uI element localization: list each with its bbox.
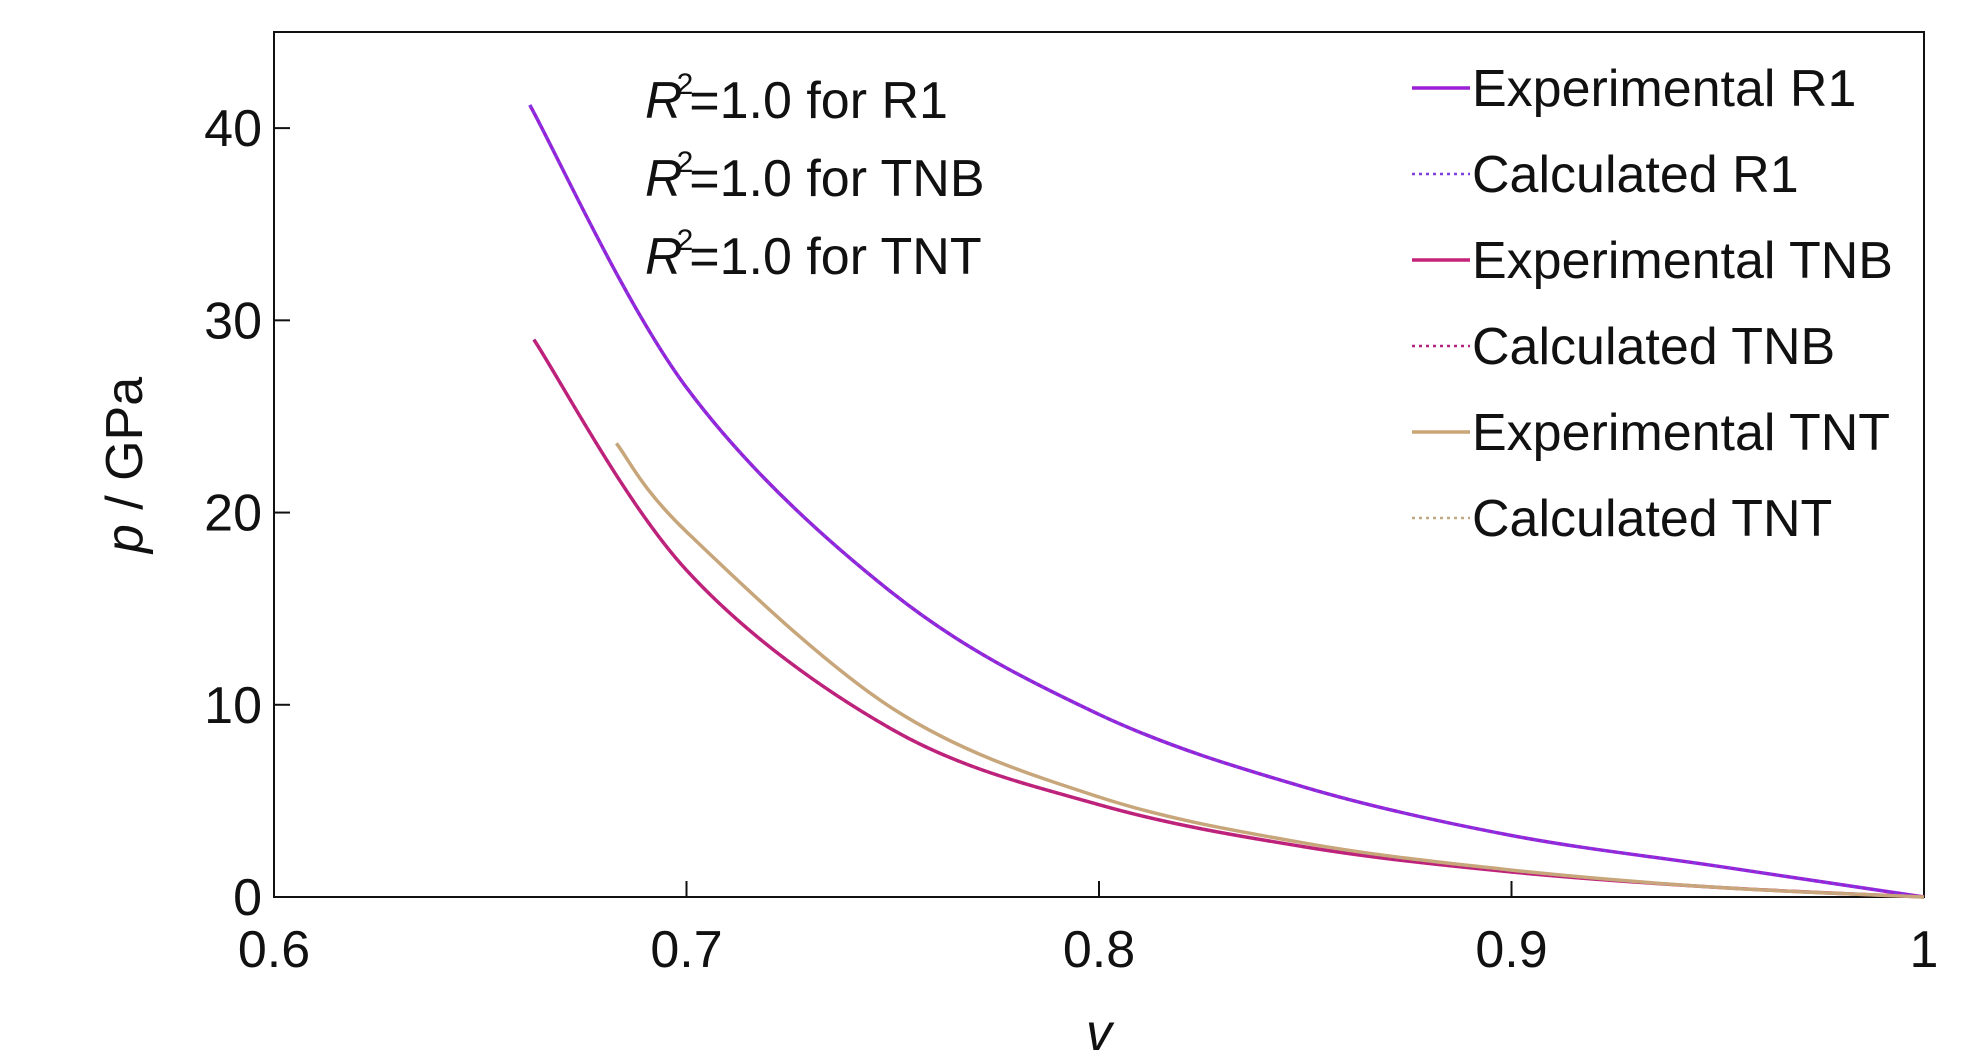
- annotation-symbol: R: [645, 228, 683, 286]
- y-tick-label: 10: [204, 677, 262, 735]
- y-axis-unit: / GPa: [96, 377, 154, 524]
- annotation-text: =1.0 for R1: [689, 72, 948, 130]
- x-tick-label: 0.9: [1475, 921, 1547, 979]
- r-squared-annotation: R2=1.0 for TNB: [645, 146, 985, 208]
- x-tick-label: 0.6: [238, 921, 310, 979]
- r-squared-annotation: R2=1.0 for R1: [645, 68, 948, 130]
- series-lines: [528, 104, 1925, 899]
- x-tick-label: 0.7: [650, 921, 722, 979]
- x-axis-ticks: 0.6 0.7 0.8 0.9 1: [238, 881, 1939, 979]
- y-tick-label: 0: [233, 869, 262, 927]
- legend-label: Calculated R1: [1472, 146, 1799, 204]
- annotation-superscript: 2: [677, 224, 694, 257]
- annotation-text: =1.0 for TNT: [689, 228, 981, 286]
- y-tick-label: 30: [204, 292, 262, 350]
- y-axis-ticks: 0 10 20 30 40: [204, 100, 290, 927]
- legend-label: Calculated TNB: [1472, 318, 1835, 376]
- y-tick-label: 20: [204, 485, 262, 543]
- legend-label: Experimental R1: [1472, 60, 1856, 118]
- y-tick-label: 40: [204, 100, 262, 158]
- series-line-calculated-r1: [528, 104, 1925, 899]
- legend: Experimental R1 Calculated R1 Experimental…: [1412, 60, 1893, 548]
- legend-label: Calculated TNT: [1472, 490, 1832, 548]
- x-tick-label: 0.8: [1063, 921, 1135, 979]
- y-axis-label: p / GPa: [96, 377, 154, 555]
- x-tick-label: 1: [1910, 921, 1939, 979]
- x-axis-label: v: [1086, 1004, 1115, 1062]
- legend-label: Experimental TNT: [1472, 404, 1890, 462]
- annotation-symbol: R: [645, 72, 683, 130]
- y-axis-symbol: p: [96, 524, 154, 555]
- annotation-superscript: 2: [677, 68, 694, 101]
- annotation-superscript: 2: [677, 146, 694, 179]
- annotation-symbol: R: [645, 150, 683, 208]
- r-squared-annotation: R2=1.0 for TNT: [645, 224, 982, 286]
- legend-label: Experimental TNB: [1472, 232, 1893, 290]
- annotation-text: =1.0 for TNB: [689, 150, 984, 208]
- series-line-calculated-tnt: [615, 442, 1925, 899]
